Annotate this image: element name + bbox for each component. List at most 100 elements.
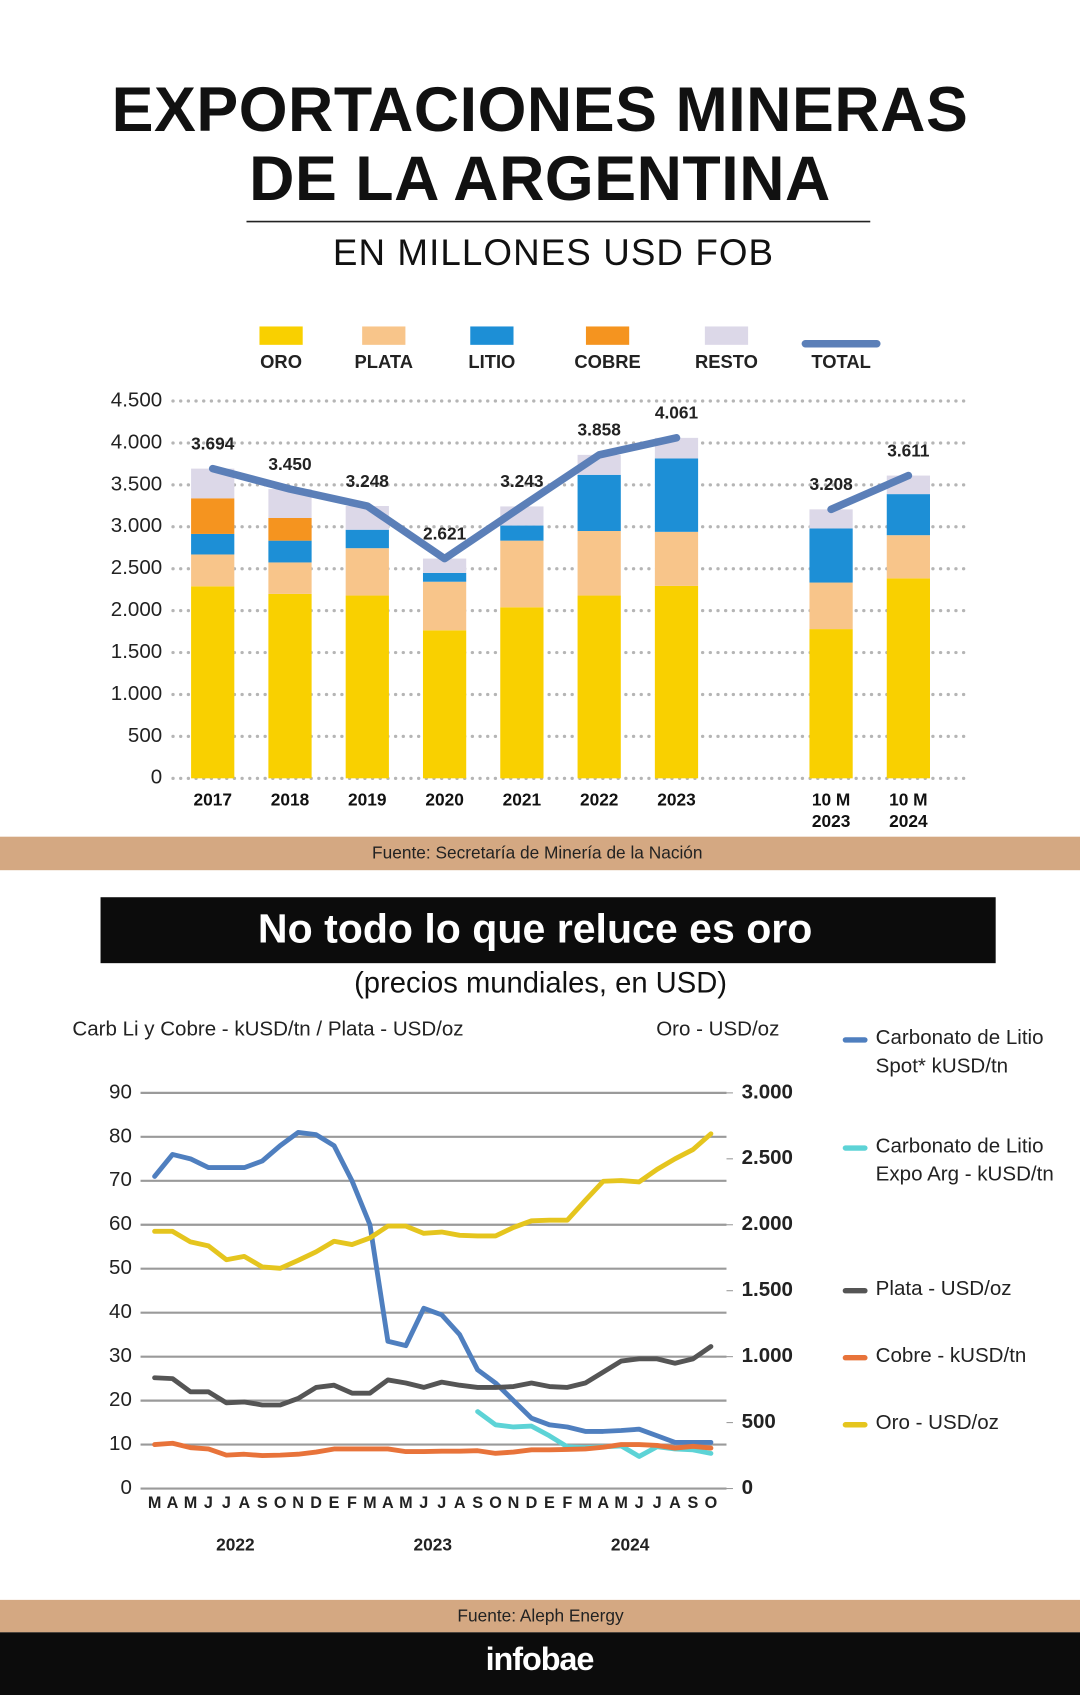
y2-tick-label: 2.500 <box>742 1146 793 1169</box>
x-tick-label: N <box>292 1494 304 1512</box>
y-axis-title: Carb Li y Cobre - kUSD/tn / Plata - USD/… <box>72 1018 463 1041</box>
y-tick-label: 2.500 <box>111 556 162 579</box>
series-line <box>152 1344 714 1408</box>
bar-segment <box>268 540 312 563</box>
legend-label: Carbonato de Litio Spot* kUSD/tn <box>875 1026 1044 1078</box>
subtitle: EN MILLONES USD FOB <box>333 232 774 273</box>
bar-segment <box>886 494 930 536</box>
x-tick-label: S <box>688 1494 699 1512</box>
bar-segment <box>654 458 699 532</box>
x-group-label: 2023 <box>414 1534 452 1554</box>
y2-tick-label: 1.500 <box>742 1278 793 1301</box>
value-label: 4.061 <box>655 403 699 423</box>
legend-swatch <box>585 326 630 345</box>
legend-swatch <box>704 326 749 345</box>
y-tick-label: 3.000 <box>111 514 162 537</box>
legend-label: ORO <box>260 351 302 372</box>
y-tick-label: 50 <box>109 1256 132 1279</box>
x-tick-label: F <box>347 1494 357 1512</box>
bar-segment <box>268 518 312 541</box>
chart-title: No todo lo que reluce es oro <box>258 906 812 952</box>
bar-segment <box>345 595 389 779</box>
x-tick-label: A <box>382 1494 394 1512</box>
legend-label: LITIO <box>468 351 515 372</box>
value-label: 3.858 <box>578 420 622 440</box>
y2-tick-label: 2.000 <box>742 1212 793 1235</box>
y-tick-label: 0 <box>151 766 162 789</box>
y-tick-label: 3.500 <box>111 472 162 495</box>
bar-segment <box>577 530 621 596</box>
x-tick-label: A <box>597 1494 609 1512</box>
bar-segment <box>654 531 699 586</box>
series-line <box>152 1440 714 1458</box>
bar-segment <box>422 581 467 631</box>
x-tick-label-box: 2017 <box>193 791 232 810</box>
main-title-box: EXPORTACIONES MINERAS DE LA ARGENTINA <box>111 75 969 215</box>
x-tick-label: N <box>508 1494 520 1512</box>
y-tick-label: 80 <box>109 1124 132 1147</box>
source-band <box>0 836 1080 871</box>
legend-label-box: Plata - USD/oz <box>876 1278 1012 1301</box>
y-tick-label: 60 <box>109 1212 132 1235</box>
x-tick-label: J <box>437 1494 446 1512</box>
main-title: EXPORTACIONES MINERAS DE LA ARGENTINA <box>111 75 969 215</box>
legend-label: RESTO <box>695 351 758 372</box>
x-tick-label: J <box>635 1494 644 1512</box>
bar-segment <box>191 498 235 534</box>
value-label: 2.621 <box>423 523 467 543</box>
x-tick-label: 10 M 2023 <box>811 791 851 832</box>
y2-tick-label: 0 <box>742 1476 753 1499</box>
bar-segment <box>268 593 312 779</box>
bar-segment <box>345 529 389 549</box>
legend-swatch <box>470 326 514 345</box>
source: Fuente: Aleph Energy <box>457 1606 624 1626</box>
bar-segment <box>577 595 621 779</box>
x-tick-label: S <box>257 1494 268 1512</box>
bar-segment <box>268 562 312 594</box>
y-tick-label: 1.500 <box>111 640 162 663</box>
y-tick-label: 10 <box>109 1432 132 1455</box>
x-tick-label: A <box>454 1494 466 1512</box>
x-tick-label: 2019 <box>348 791 387 810</box>
legend-label: PLATA <box>355 351 413 372</box>
y-tick-label: 90 <box>109 1080 132 1103</box>
x-tick-label: J <box>222 1494 231 1512</box>
x-tick-label: 2017 <box>193 791 232 810</box>
bar-segment <box>500 540 544 608</box>
y2-tick-label: 1.000 <box>742 1344 793 1367</box>
x-tick-label: M <box>148 1494 162 1512</box>
x-tick-label-box: 2022 <box>580 791 618 809</box>
y2-tick-label: 3.000 <box>742 1080 793 1103</box>
value-label: 3.243 <box>500 471 543 491</box>
x-group-label: 2022 <box>216 1534 254 1554</box>
bar-segment <box>809 528 853 583</box>
x-tick-label-box: 10 M 2024 <box>889 791 927 831</box>
bar-segment <box>654 585 699 779</box>
x-tick-label: 2020 <box>425 791 464 810</box>
x-tick-label: A <box>238 1494 250 1512</box>
y-tick-label: 4.000 <box>111 430 162 453</box>
bar-segment <box>345 548 389 596</box>
bar-segment <box>500 607 544 779</box>
title-band <box>100 897 996 964</box>
x-tick-label: O <box>274 1494 287 1512</box>
x-tick-label: M <box>399 1494 413 1512</box>
x-tick-label-box: 2023 <box>657 791 695 809</box>
source: Fuente: Secretaría de Minería de la Naci… <box>372 843 702 863</box>
legend-label: Oro - USD/oz <box>875 1411 999 1435</box>
x-tick-label: J <box>653 1494 662 1512</box>
bar-segment <box>886 535 930 579</box>
x-tick-label: M <box>363 1494 377 1512</box>
bar-segment <box>422 630 467 779</box>
y2-axis-title: Oro - USD/oz <box>656 1018 779 1041</box>
legend-label: TOTAL <box>811 351 871 372</box>
bar-segment <box>886 578 930 779</box>
y-tick-label: 0 <box>120 1476 131 1499</box>
y-tick-label: 500 <box>128 724 162 747</box>
source-band <box>0 1599 1080 1633</box>
x-tick-label-box: 10 M 2023 <box>811 791 851 832</box>
x-tick-label: 2018 <box>270 791 310 810</box>
x-tick-label: D <box>526 1494 538 1512</box>
chart-subtitle: (precios mundiales, en USD) <box>354 967 727 999</box>
y-tick-label: 1.000 <box>111 682 162 705</box>
